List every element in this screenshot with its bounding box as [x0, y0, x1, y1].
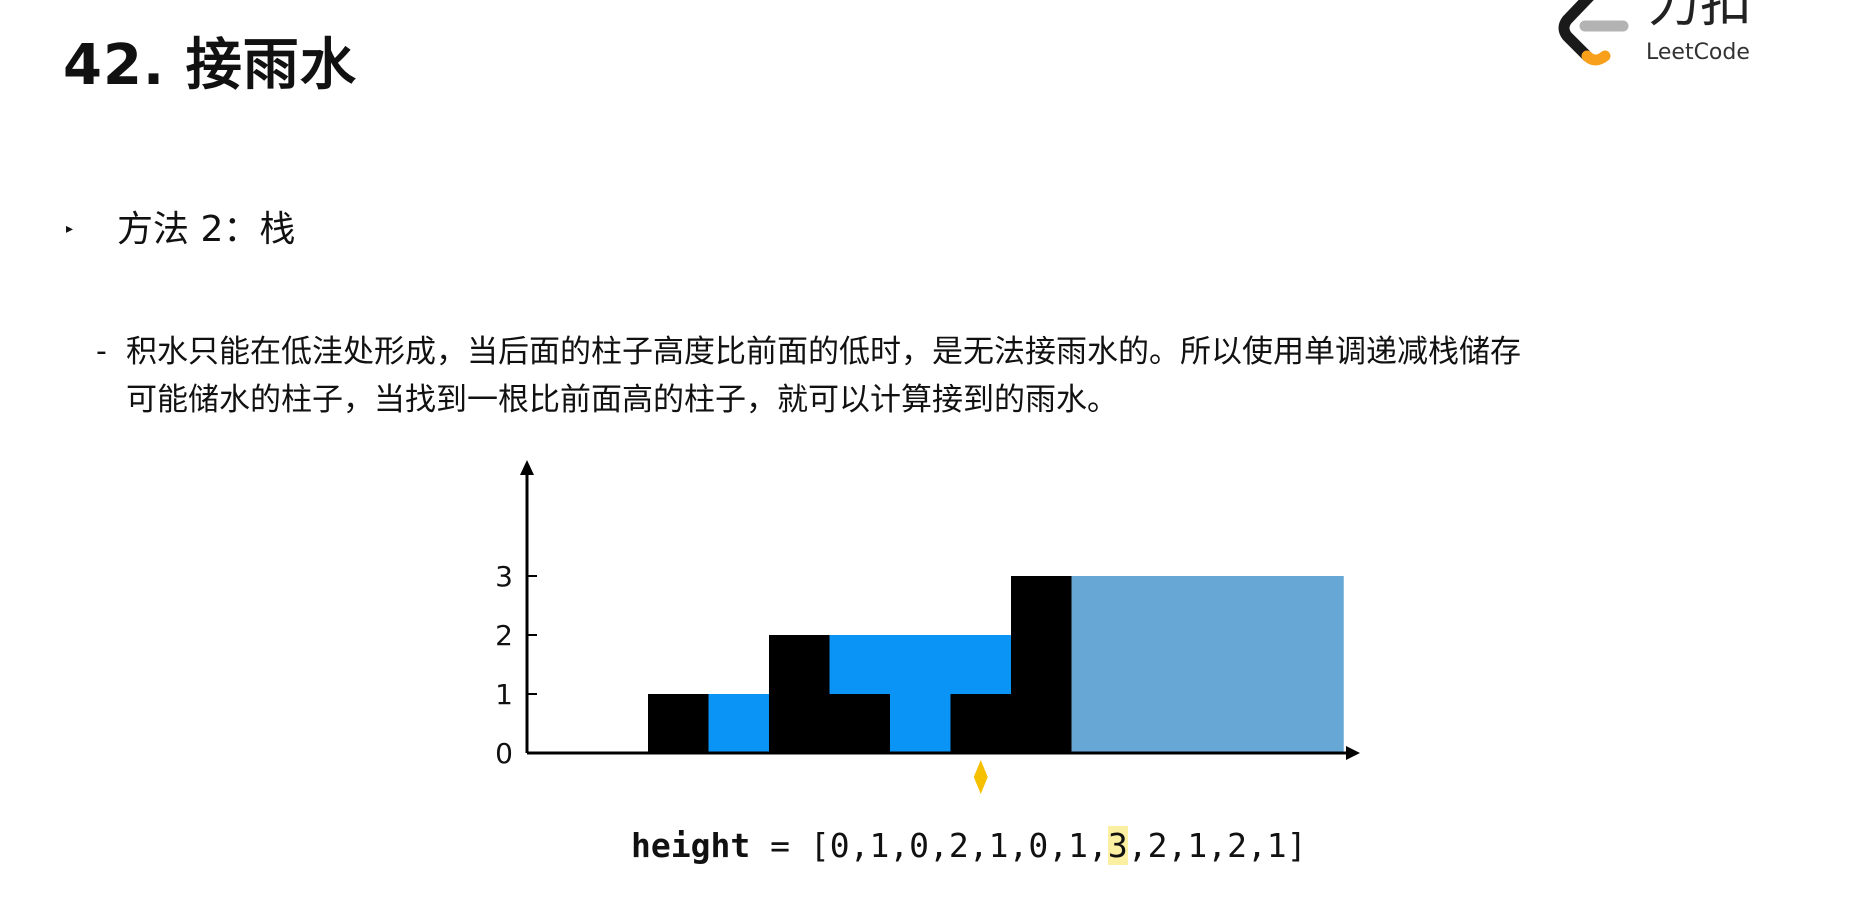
y-tick-label-3: 3	[495, 560, 513, 593]
x-axis-arrow	[1346, 746, 1360, 760]
formula-after: ,2,1,2,1	[1127, 826, 1287, 865]
formula-before: 0,1,0,2,1,0,1,	[829, 826, 1108, 865]
bar-4	[829, 694, 890, 753]
y-axis-arrow	[520, 460, 534, 475]
height-formula: height = [0,1,0,2,1,0,1,3,2,1,2,1]	[631, 823, 1307, 869]
formula-close: ]	[1286, 826, 1307, 865]
water-4	[829, 635, 890, 694]
page-title: 42. 接雨水	[63, 33, 357, 98]
description-line-1: 积水只能在低洼处形成，当后面的柱子高度比前面的低时，是无法接雨水的。所以使用单调…	[126, 334, 1521, 370]
chart-ticks: 0 1 2 3	[495, 560, 537, 770]
y-tick-label-1: 1	[495, 678, 513, 711]
bar-6	[950, 694, 1011, 753]
pointer-icon	[973, 760, 988, 794]
y-tick-label-0: 0	[495, 737, 513, 770]
formula-open: [	[809, 826, 830, 865]
logo-icon	[1558, 0, 1629, 66]
method-heading: 方法 2：栈	[117, 209, 296, 250]
formula-highlight: 3	[1107, 826, 1128, 865]
formula-label: height	[631, 826, 751, 865]
description-line-2: 可能储水的柱子，当找到一根比前面高的柱子，就可以计算接到的雨水。	[126, 382, 1118, 418]
formula-op: =	[750, 826, 810, 865]
bullet-icon: ▸	[66, 221, 74, 237]
bar-7	[1011, 576, 1072, 753]
y-tick-label-2: 2	[495, 619, 513, 652]
chart-pointer	[973, 760, 988, 794]
chart-fills	[648, 576, 1344, 753]
list-dash: -	[96, 334, 107, 369]
logo-text-en: LeetCode	[1646, 40, 1750, 65]
chart-axes	[520, 460, 1360, 760]
bar-1	[648, 694, 709, 753]
bar-3	[769, 635, 830, 753]
logo-text-cn: 力扣	[1648, 0, 1753, 34]
water-5	[890, 635, 951, 753]
description-text: 积水只能在低洼处形成，当后面的柱子高度比前面的低时，是无法接雨水的。所以使用单调…	[126, 328, 1746, 424]
water-6	[950, 635, 1011, 694]
water-2	[708, 694, 769, 753]
